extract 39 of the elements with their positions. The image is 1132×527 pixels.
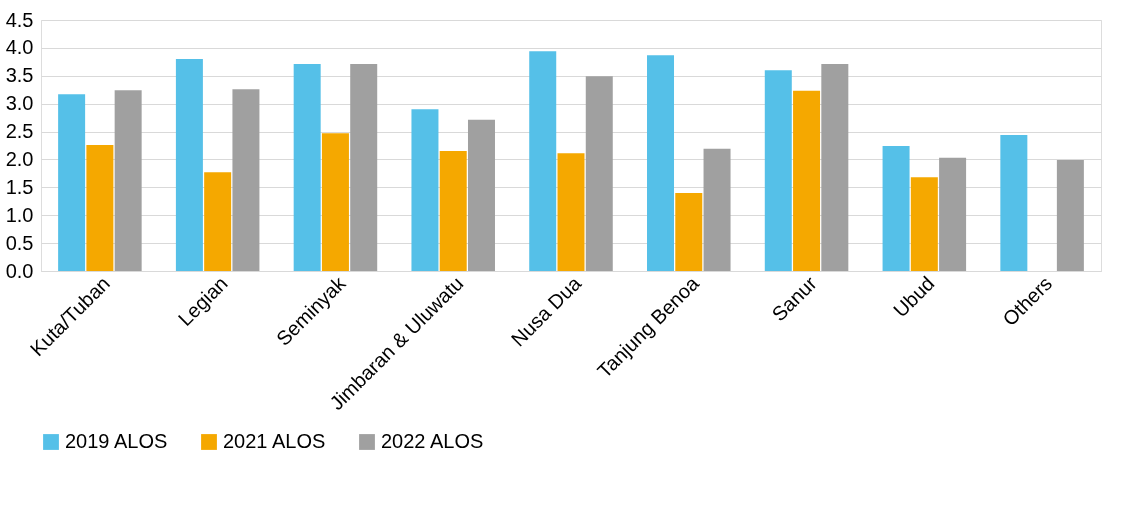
bar (882, 146, 910, 271)
bar (467, 119, 495, 271)
bar (293, 64, 321, 271)
bar (114, 90, 142, 271)
bar (204, 172, 232, 271)
y-tick-label: 2.0 (5, 147, 34, 170)
legend-label: 2022 ALOS (381, 430, 484, 452)
y-tick-label: 1.5 (5, 175, 34, 198)
bar (821, 64, 849, 271)
y-tick-label: 3.5 (5, 64, 34, 87)
bar (793, 90, 821, 271)
bar (647, 55, 675, 271)
bar (1000, 134, 1028, 271)
bar (529, 51, 557, 271)
bar (232, 89, 260, 271)
bar (439, 151, 467, 271)
y-tick-label: 3.0 (5, 92, 34, 115)
y-tick-label: 4.0 (5, 36, 34, 59)
bar (557, 153, 585, 271)
bar (764, 70, 792, 271)
bar (175, 59, 203, 271)
legend-label: 2021 ALOS (223, 430, 326, 452)
bar (58, 94, 86, 271)
y-tick-label: 1.0 (5, 203, 34, 226)
bar (675, 192, 703, 271)
y-tick-label: 0.5 (5, 231, 34, 254)
bar (939, 157, 967, 271)
bar (910, 177, 938, 271)
bar (86, 144, 114, 271)
bar (703, 148, 731, 271)
y-tick-label: 4.5 (5, 8, 34, 31)
bar (411, 109, 439, 271)
bar (321, 133, 349, 271)
y-tick-label: 0.0 (5, 259, 34, 282)
bar (350, 64, 378, 271)
legend-label: 2019 ALOS (65, 430, 168, 452)
bar (1056, 160, 1084, 271)
y-tick-label: 2.5 (5, 120, 34, 143)
bar (585, 76, 613, 271)
